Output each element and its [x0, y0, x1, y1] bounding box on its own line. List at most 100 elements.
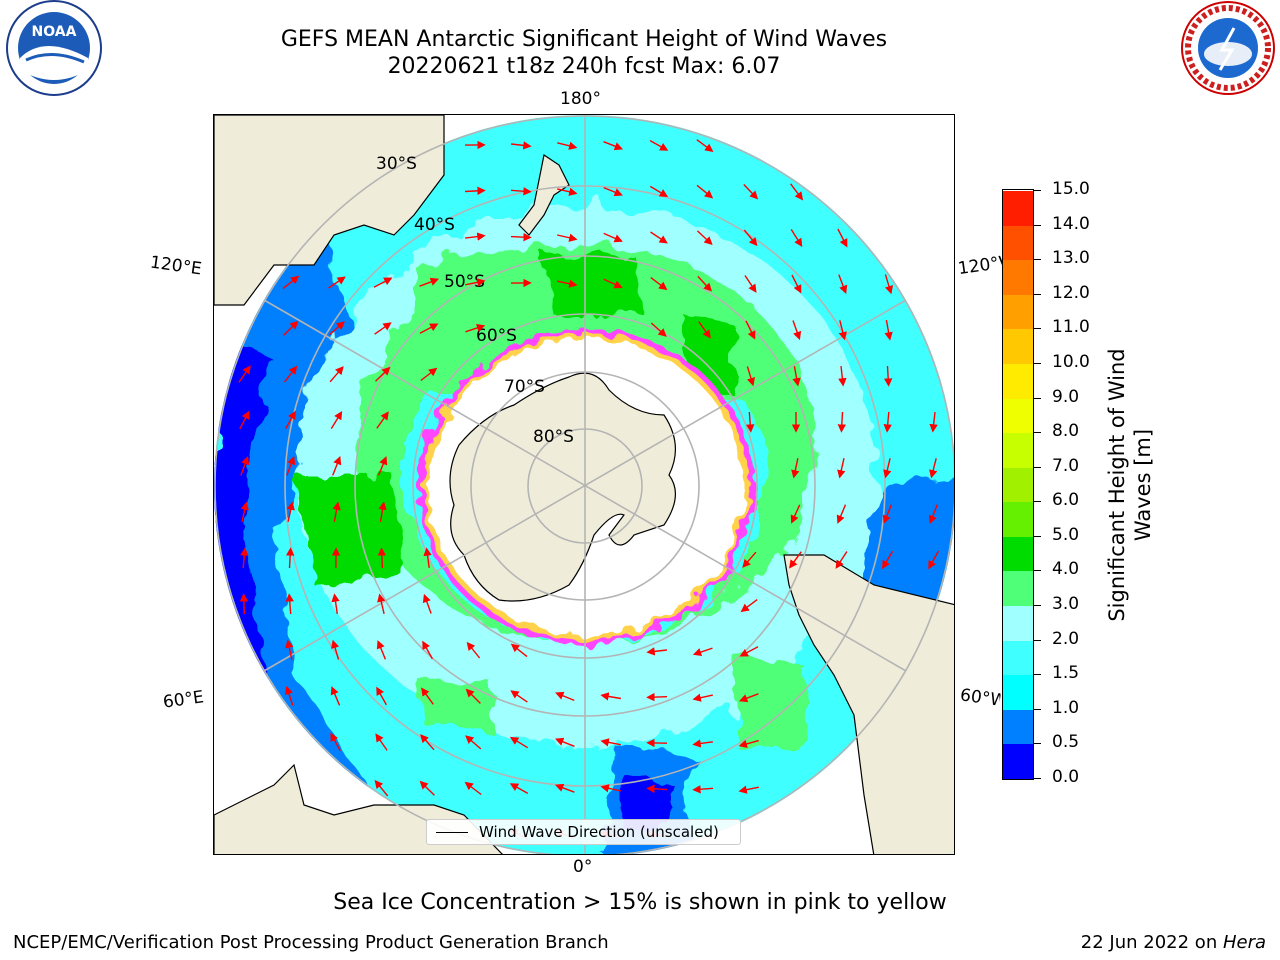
colorbar-band	[1003, 743, 1033, 779]
colorbar	[1002, 189, 1034, 780]
wind-wave-arrow	[332, 501, 341, 522]
wind-wave-arrow	[240, 455, 250, 476]
colorbar-tick-label: 1.0	[1052, 697, 1080, 718]
colorbar-tick-label: 15.0	[1052, 179, 1090, 199]
land	[214, 115, 954, 854]
wind-wave-arrow	[738, 693, 759, 703]
wind-wave-arrow	[692, 647, 713, 657]
wind-wave-arrow	[557, 279, 578, 288]
lon-label-0: 0°	[573, 857, 593, 877]
wind-wave-arrow	[745, 320, 756, 340]
colorbar-tick	[1034, 570, 1041, 572]
wind-wave-arrow	[696, 230, 713, 246]
wind-wave-arrow	[883, 365, 893, 387]
wind-wave-arrow	[744, 275, 757, 293]
colorbar-tick	[1034, 466, 1041, 468]
wind-wave-arrow	[464, 186, 486, 196]
lat-label-50s: 50°S	[444, 272, 485, 292]
colorbar-tick-label: 2.0	[1052, 628, 1080, 649]
wind-wave-arrow	[420, 734, 435, 751]
wind-wave-arrow	[375, 733, 388, 751]
wind-wave-arrow	[884, 274, 893, 295]
wind-wave-arrow	[465, 688, 481, 704]
colorbar-tick-label: 12.0	[1052, 282, 1090, 303]
noaa-logo: NOAA	[6, 0, 102, 96]
wind-wave-arrow	[555, 691, 575, 702]
wind-wave-arrow	[332, 455, 342, 476]
wind-wave-arrow	[374, 779, 389, 797]
wind-wave-arrow	[837, 411, 847, 433]
wind-wave-arrow	[510, 187, 532, 196]
wind-wave-arrow	[376, 640, 387, 660]
wind-wave-arrow	[837, 228, 848, 248]
wind-wave-arrow	[377, 547, 387, 569]
colorbar-band	[1003, 570, 1033, 607]
wind-wave-arrow	[838, 274, 848, 295]
colorbar-tick-label: 11.0	[1052, 317, 1090, 338]
wind-wave-arrow	[692, 785, 714, 794]
wind-wave-arrow	[929, 458, 938, 479]
colorbar-tick-label: 14.0	[1052, 213, 1090, 234]
wind-wave-arrow	[378, 501, 387, 523]
wind-wave-arrow	[420, 367, 438, 382]
wind-wave-arrow	[790, 183, 804, 201]
wind-wave-arrow	[465, 232, 486, 241]
wind-wave-arrow	[285, 547, 295, 569]
wind-wave-arrow	[697, 275, 713, 292]
lon-label-60e: 60°E	[161, 687, 206, 713]
wind-wave-arrow	[509, 736, 529, 749]
colorbar-tick-label: 5.0	[1052, 524, 1080, 545]
wind-wave-arrow	[466, 641, 481, 659]
wind-wave-arrow	[696, 139, 714, 152]
wind-wave-arrow	[331, 639, 340, 660]
sea-ice-note: Sea Ice Concentration > 15% is shown in …	[333, 890, 947, 915]
colorbar-tick-label: 8.0	[1052, 421, 1080, 442]
wind-wave-arrow	[790, 229, 803, 247]
wind-wave-arrow	[375, 366, 391, 382]
svg-text:NOAA: NOAA	[32, 24, 77, 40]
wind-wave-arrow	[240, 501, 249, 522]
wind-wave-arrow	[423, 547, 432, 568]
colorbar-tick-label: 0.5	[1052, 732, 1080, 753]
wind-wave-arrow	[649, 139, 669, 151]
wind-wave-arrow	[882, 504, 893, 524]
colorbar-band	[1003, 190, 1033, 226]
colorbar-band	[1003, 674, 1033, 710]
wind-wave-arrow	[929, 412, 938, 433]
wind-wave-arrow	[884, 319, 893, 341]
wind-wave-arrow	[739, 646, 759, 657]
colorbar-tick-label: 1.5	[1052, 663, 1080, 684]
wind-wave-arrow	[600, 738, 621, 747]
colorbar-tick-label: 7.0	[1052, 455, 1080, 476]
lon-label-120w: 120°W	[956, 252, 1005, 280]
legend-label: Wind Wave Direction (unscaled)	[479, 823, 719, 841]
wind-wave-arrow	[746, 411, 755, 433]
wind-wave-arrow	[238, 365, 251, 383]
wind-wave-arrow	[511, 141, 532, 150]
wind-wave-arrow	[465, 323, 486, 333]
wind-wave-arrow	[792, 366, 801, 387]
colorbar-tick	[1034, 605, 1041, 607]
wind-wave-arrow	[554, 737, 575, 747]
wind-wave-arrow	[330, 686, 341, 706]
wind-wave-arrow	[557, 141, 578, 150]
colorbar-tick-label: 4.0	[1052, 559, 1080, 580]
wind-wave-arrow	[554, 783, 575, 793]
wind-wave-arrow	[646, 647, 667, 656]
colorbar-tick-label: 3.0	[1052, 594, 1080, 615]
wind-wave-arrow	[376, 686, 388, 706]
wind-wave-arrow	[239, 410, 250, 430]
wind-wave-arrow	[465, 735, 482, 750]
wind-wave-arrow	[286, 501, 295, 522]
wind-wave-arrow	[330, 411, 343, 429]
colorbar-band	[1003, 225, 1033, 261]
footer-date: 22 Jun 2022 on	[1080, 932, 1223, 953]
wind-wave-arrow	[557, 187, 578, 196]
colorbar-band	[1003, 328, 1033, 364]
colorbar-tick	[1034, 778, 1041, 779]
chart-title: GEFS MEAN Antarctic Significant Height o…	[280, 27, 888, 52]
map-canvas: 30°S 40°S 50°S 60°S 70°S 80°S	[214, 115, 954, 854]
wind-wave-arrow	[881, 550, 894, 570]
wind-wave-arrow	[509, 783, 529, 795]
lat-label-80s: 80°S	[533, 427, 574, 447]
